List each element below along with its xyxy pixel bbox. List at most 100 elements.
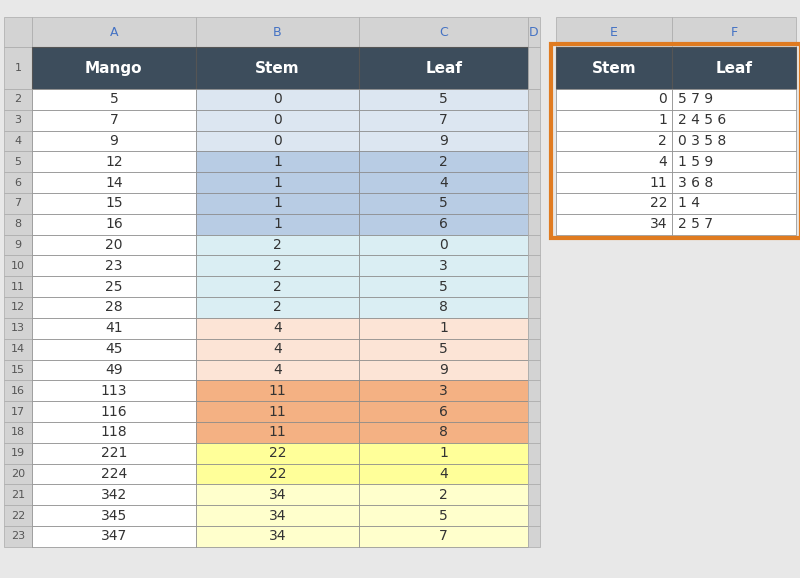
Bar xyxy=(196,505,359,526)
Text: Mango: Mango xyxy=(85,61,142,76)
Text: 5 7 9: 5 7 9 xyxy=(678,92,714,106)
Bar xyxy=(672,214,796,235)
Bar xyxy=(359,422,528,443)
Bar xyxy=(4,172,32,193)
Bar xyxy=(32,131,196,151)
Text: 15: 15 xyxy=(105,197,122,210)
Text: 22: 22 xyxy=(11,510,25,521)
Bar xyxy=(359,505,528,526)
Bar xyxy=(32,443,196,464)
Bar xyxy=(196,193,359,214)
Bar xyxy=(556,193,672,214)
Text: B: B xyxy=(274,26,282,39)
Bar xyxy=(528,360,540,380)
Text: 8: 8 xyxy=(439,301,448,314)
Text: 12: 12 xyxy=(11,302,25,313)
Text: 2: 2 xyxy=(439,155,448,169)
Bar xyxy=(196,17,359,47)
Bar xyxy=(556,47,672,89)
Text: 3: 3 xyxy=(439,384,448,398)
Text: 4: 4 xyxy=(14,136,22,146)
Bar xyxy=(672,47,796,89)
Bar xyxy=(528,339,540,360)
Text: 2: 2 xyxy=(273,259,282,273)
Text: 4: 4 xyxy=(439,176,448,190)
Bar xyxy=(196,255,359,276)
Bar xyxy=(4,255,32,276)
Text: Stem: Stem xyxy=(255,61,300,76)
Bar xyxy=(528,235,540,255)
Bar xyxy=(196,339,359,360)
Text: 5: 5 xyxy=(439,197,448,210)
Text: 10: 10 xyxy=(11,261,25,271)
Bar xyxy=(528,380,540,401)
Bar xyxy=(556,151,672,172)
Bar xyxy=(528,276,540,297)
Text: Leaf: Leaf xyxy=(715,61,753,76)
Text: 3 6 8: 3 6 8 xyxy=(678,176,714,190)
Bar xyxy=(672,110,796,131)
Text: 41: 41 xyxy=(105,321,122,335)
Text: 6: 6 xyxy=(14,177,22,188)
Bar xyxy=(196,360,359,380)
Text: 16: 16 xyxy=(11,386,25,396)
Bar xyxy=(359,17,528,47)
Text: 16: 16 xyxy=(105,217,122,231)
Text: 5: 5 xyxy=(439,280,448,294)
Text: 5: 5 xyxy=(439,92,448,106)
Bar xyxy=(32,89,196,110)
Text: 342: 342 xyxy=(101,488,127,502)
Bar xyxy=(359,443,528,464)
Text: 5: 5 xyxy=(439,342,448,356)
Bar xyxy=(4,318,32,339)
Bar xyxy=(196,89,359,110)
Bar xyxy=(196,318,359,339)
Bar xyxy=(4,214,32,235)
Bar xyxy=(32,235,196,255)
Bar xyxy=(4,131,32,151)
Text: Stem: Stem xyxy=(592,61,636,76)
Bar xyxy=(32,151,196,172)
Bar xyxy=(359,401,528,422)
Text: 17: 17 xyxy=(11,406,25,417)
Bar xyxy=(4,276,32,297)
Bar xyxy=(4,484,32,505)
Text: 1 5 9: 1 5 9 xyxy=(678,155,714,169)
Bar xyxy=(4,443,32,464)
Bar xyxy=(359,464,528,484)
Text: 221: 221 xyxy=(101,446,127,460)
Text: 0 3 5 8: 0 3 5 8 xyxy=(678,134,726,148)
Text: 6: 6 xyxy=(439,405,448,418)
Bar xyxy=(4,505,32,526)
Bar xyxy=(196,422,359,443)
Bar xyxy=(528,131,540,151)
Text: 15: 15 xyxy=(11,365,25,375)
Bar xyxy=(4,235,32,255)
Bar xyxy=(556,17,672,47)
Bar xyxy=(4,17,32,47)
Bar xyxy=(4,193,32,214)
Text: 34: 34 xyxy=(269,529,286,543)
Text: 2: 2 xyxy=(273,280,282,294)
Bar xyxy=(4,89,32,110)
Text: 0: 0 xyxy=(658,92,667,106)
Bar xyxy=(528,422,540,443)
Bar xyxy=(196,276,359,297)
Bar xyxy=(528,526,540,547)
Text: 1 4: 1 4 xyxy=(678,197,701,210)
Text: 9: 9 xyxy=(14,240,22,250)
Text: 9: 9 xyxy=(439,363,448,377)
Bar xyxy=(672,172,796,193)
Bar xyxy=(528,505,540,526)
Text: 2: 2 xyxy=(14,94,22,105)
Text: 22: 22 xyxy=(269,467,286,481)
Text: 11: 11 xyxy=(650,176,667,190)
Text: 7: 7 xyxy=(439,113,448,127)
Text: 4: 4 xyxy=(273,342,282,356)
Text: 12: 12 xyxy=(105,155,122,169)
Bar xyxy=(32,401,196,422)
Bar xyxy=(32,110,196,131)
Bar xyxy=(196,172,359,193)
Text: 3: 3 xyxy=(14,115,22,125)
Bar xyxy=(359,131,528,151)
